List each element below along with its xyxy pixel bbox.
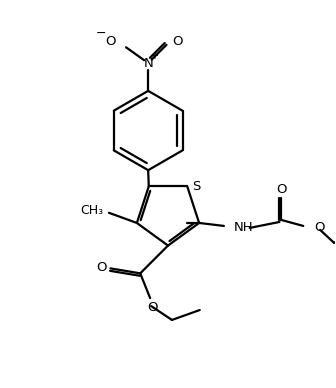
Text: O: O bbox=[147, 301, 157, 314]
Text: CH₃: CH₃ bbox=[80, 204, 103, 217]
Text: −: − bbox=[95, 27, 106, 40]
Text: S: S bbox=[192, 180, 200, 193]
Text: O: O bbox=[96, 261, 107, 274]
Text: O: O bbox=[173, 35, 183, 48]
Text: O: O bbox=[276, 183, 287, 196]
Text: O: O bbox=[105, 35, 116, 48]
Text: O: O bbox=[314, 222, 325, 234]
Text: +: + bbox=[150, 51, 158, 61]
Text: NH: NH bbox=[234, 222, 253, 234]
Text: N: N bbox=[143, 57, 153, 69]
